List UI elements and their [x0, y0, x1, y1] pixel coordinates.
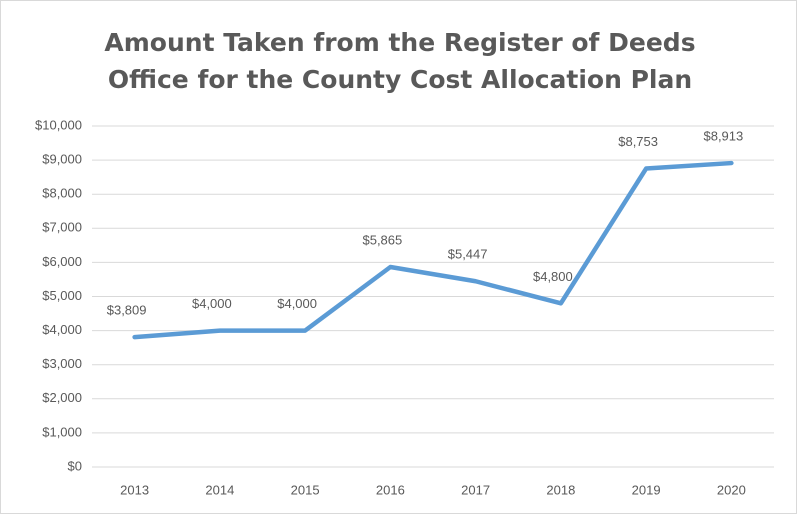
x-tick-label: 2014 — [205, 482, 234, 497]
x-tick-label: 2019 — [632, 482, 661, 497]
y-tick-label: $3,000 — [42, 356, 82, 371]
x-tick-label: 2013 — [120, 482, 149, 497]
x-tick-label: 2015 — [291, 482, 320, 497]
data-label: $4,000 — [277, 296, 317, 311]
y-tick-label: $5,000 — [42, 288, 82, 303]
line — [132, 160, 734, 340]
y-tick-label: $9,000 — [42, 152, 82, 167]
y-tick-label: $7,000 — [42, 220, 82, 235]
y-tick-label: $10,000 — [35, 117, 82, 132]
data-label: $5,447 — [448, 247, 488, 262]
x-tick-label: 2016 — [376, 482, 405, 497]
y-tick-label: $4,000 — [42, 322, 82, 337]
data-label: $3,809 — [107, 303, 147, 318]
data-label: $4,800 — [533, 269, 573, 284]
data-label: $8,753 — [618, 134, 658, 149]
x-tick-label: 2017 — [461, 482, 490, 497]
y-tick-label: $2,000 — [42, 390, 82, 405]
data-label: $5,865 — [362, 232, 402, 247]
y-tick-label: $1,000 — [42, 424, 82, 439]
y-tick-label: $0 — [68, 458, 82, 473]
data-label: $8,913 — [703, 129, 743, 144]
x-tick-label: 2020 — [717, 482, 746, 497]
y-tick-label: $8,000 — [42, 186, 82, 201]
y-tick-label: $6,000 — [42, 254, 82, 269]
x-tick-label: 2018 — [546, 482, 575, 497]
chart-title: Amount Taken from the Register of Deeds … — [104, 28, 696, 94]
data-label: $4,000 — [192, 296, 232, 311]
